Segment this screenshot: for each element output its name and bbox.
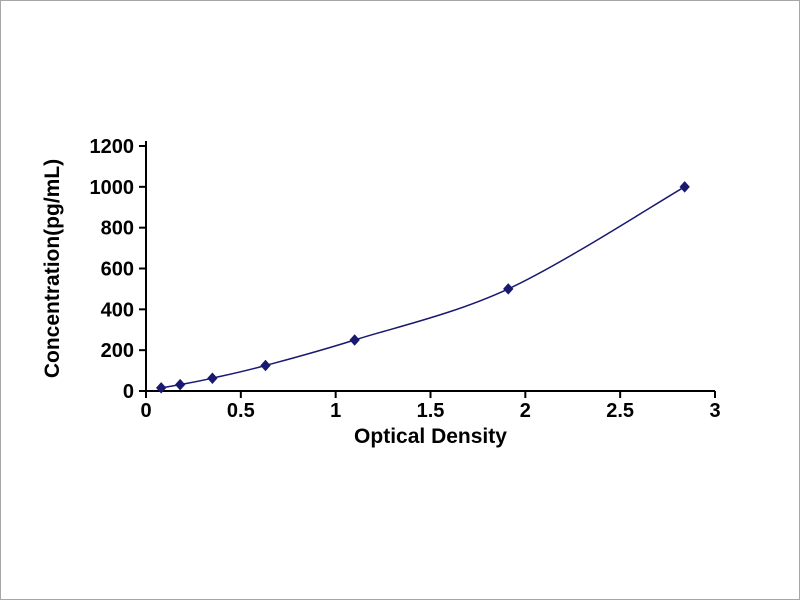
y-tick-label: 1200 [90,136,135,158]
data-point-marker [174,378,186,391]
x-tick-label: 0 [140,400,151,422]
y-tick-label: 400 [101,299,134,321]
data-point-marker [503,283,514,295]
y-tick-label: 600 [101,259,134,281]
x-axis-label: Optical Density [354,425,507,448]
x-tick-label: 2 [520,400,531,422]
x-tick-label: 1.5 [417,400,445,422]
y-tick-label: 800 [101,218,134,240]
data-point-marker [349,334,360,346]
x-tick-label: 3 [709,400,720,422]
data-point-marker [207,372,218,384]
y-tick-label: 0 [123,381,134,403]
y-axis-label: Concentration(pg/mL) [41,159,64,378]
data-point-marker [679,181,690,193]
data-point-marker [156,382,167,394]
standard-curve-line [161,186,686,389]
x-tick-label: 0.5 [227,400,255,422]
x-tick-label: 1 [330,400,341,422]
x-tick-label: 2.5 [606,400,634,422]
data-point-marker [260,359,271,372]
y-tick-label: 200 [101,340,134,362]
y-tick-label: 1000 [90,177,135,199]
